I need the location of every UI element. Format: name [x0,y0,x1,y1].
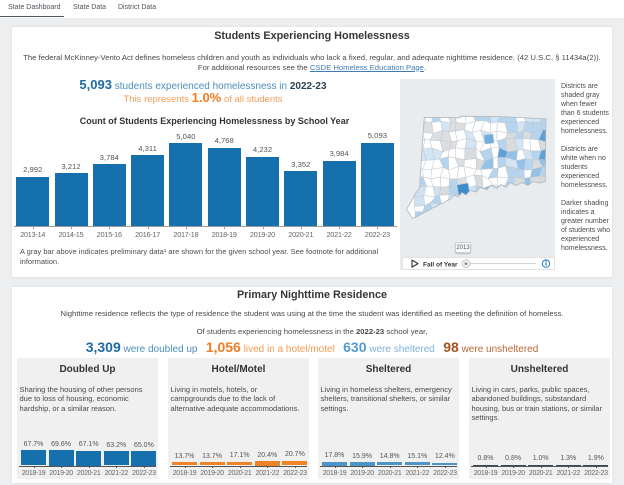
svg-text:Fall of Year: Fall of Year [423,261,458,268]
